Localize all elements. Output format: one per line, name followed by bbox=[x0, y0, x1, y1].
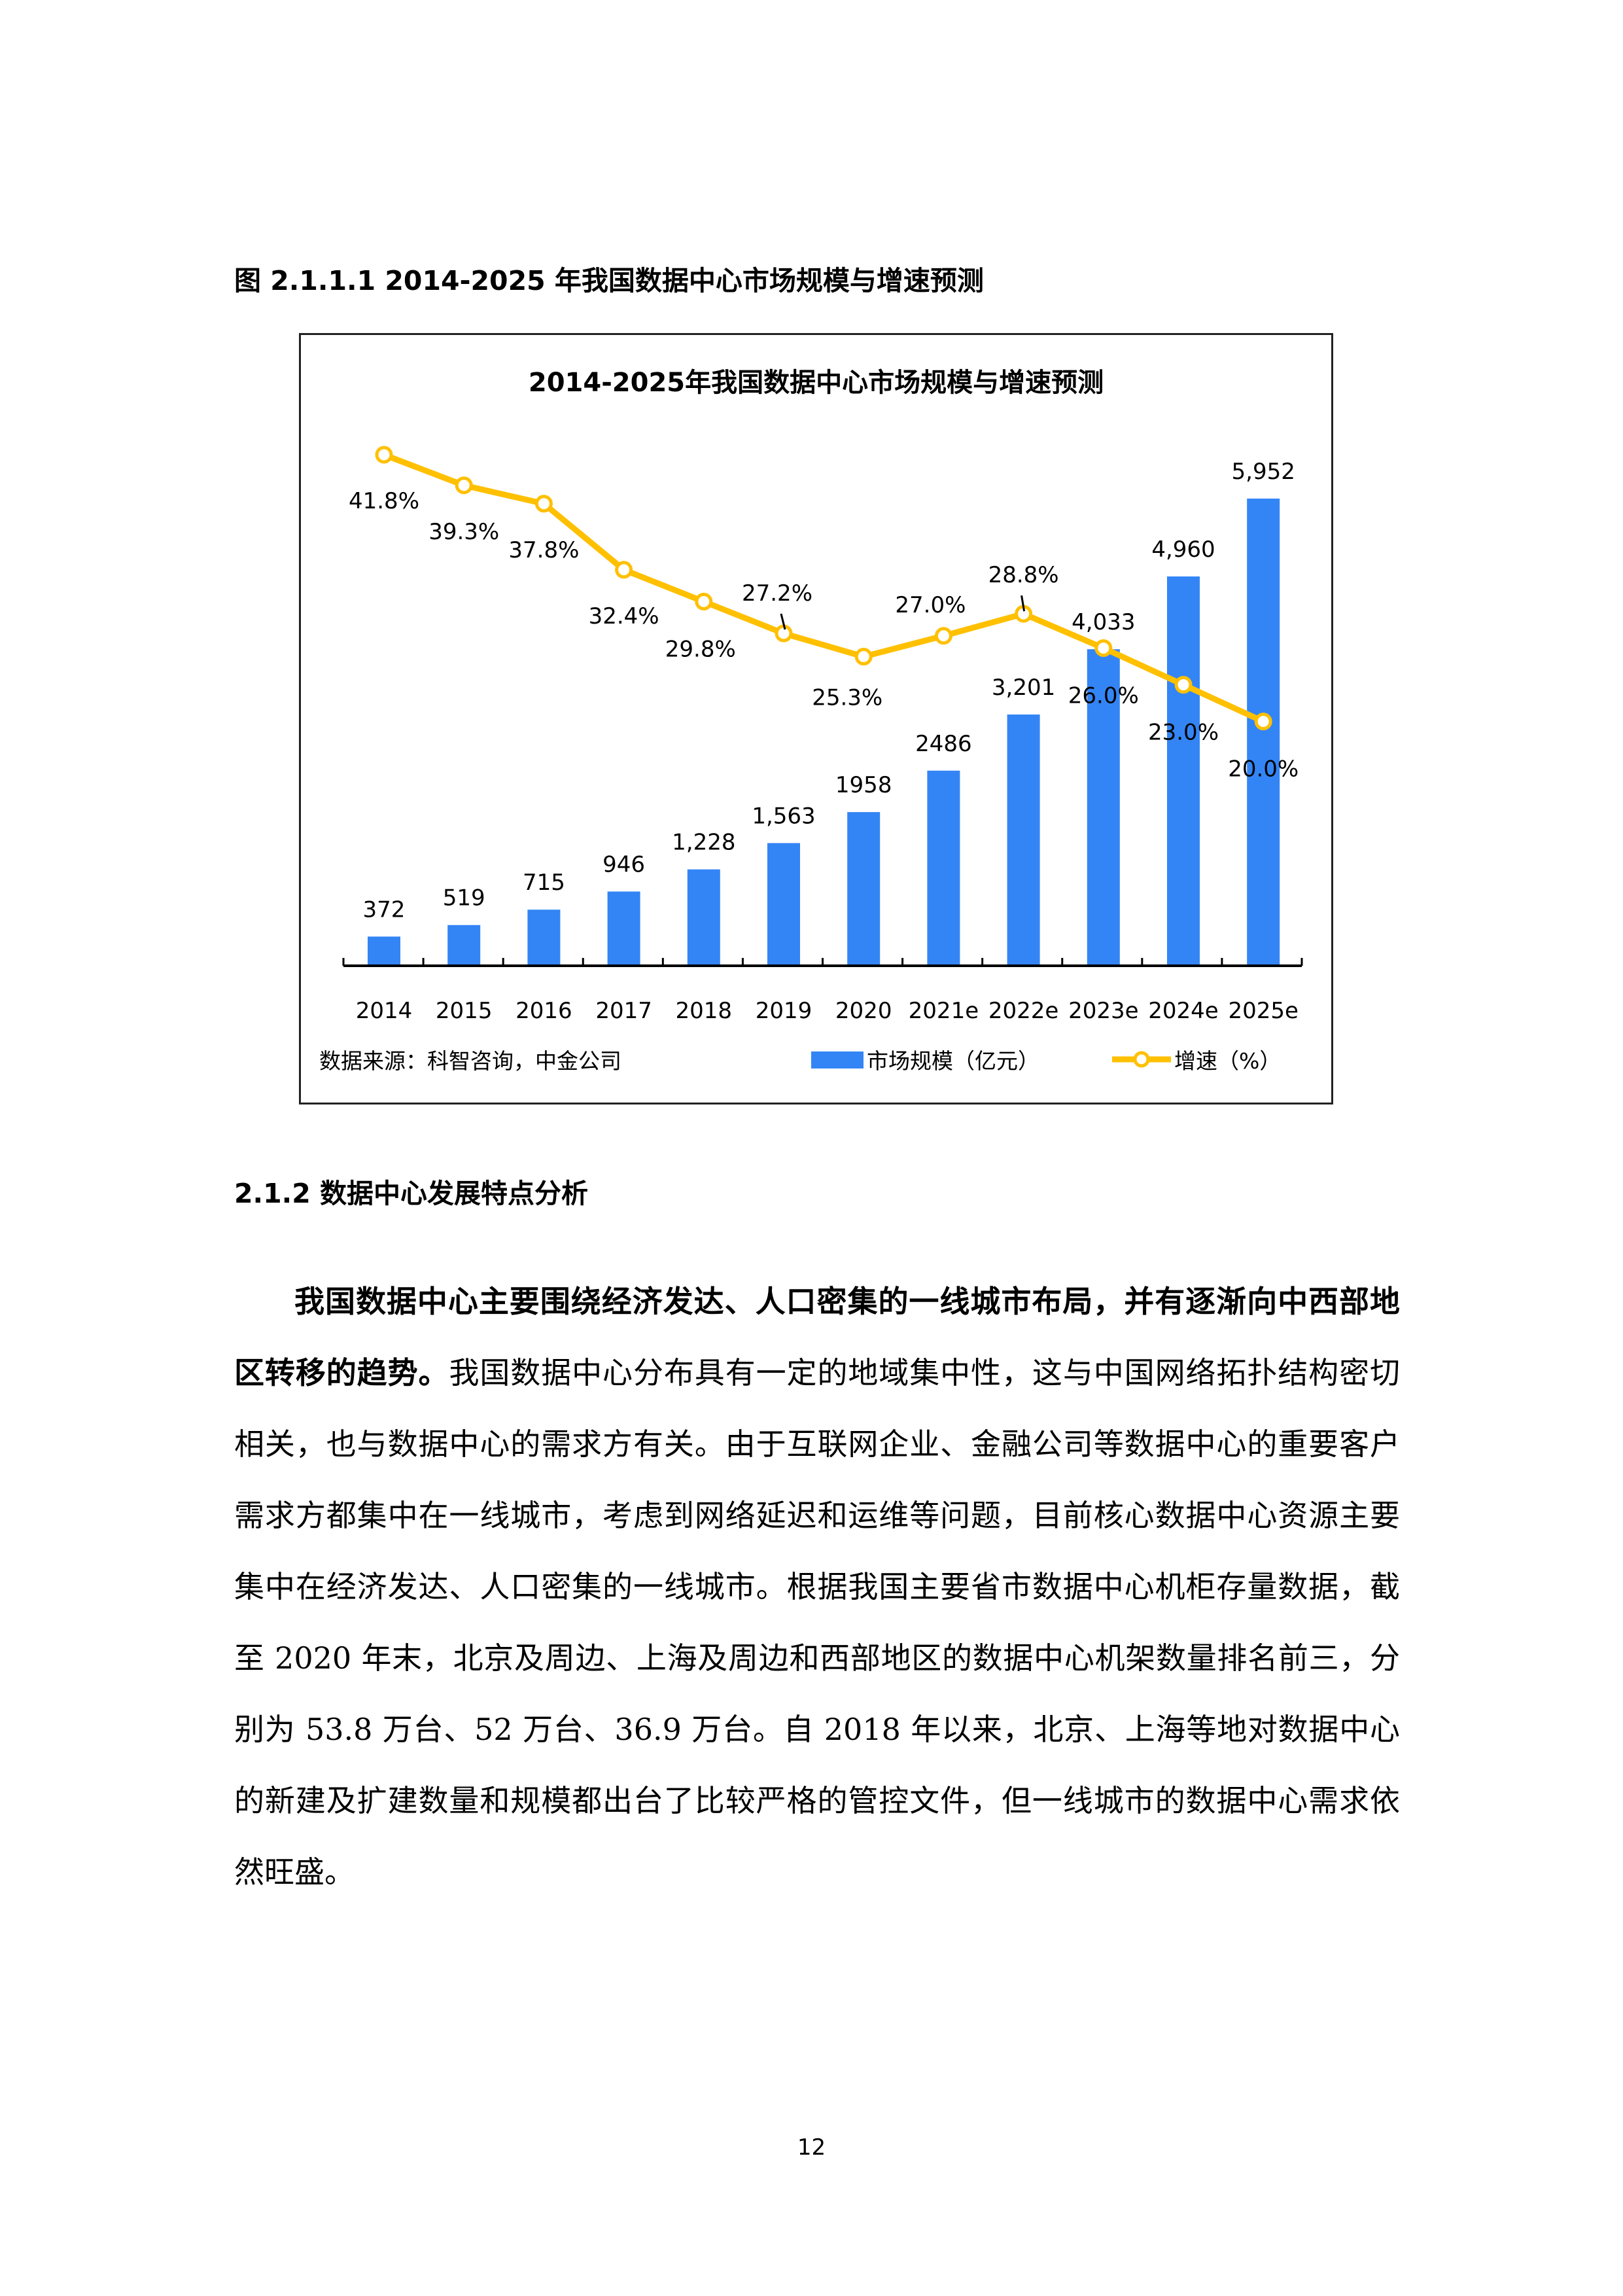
chart-plot: 372 519 715 946 1,228 1,563 1958 2486 3,201 4,033… bbox=[319, 446, 1303, 1074]
source-note: 数据来源：科智咨询，中金公司 bbox=[319, 1048, 621, 1074]
legend-bar-swatch bbox=[811, 1051, 864, 1069]
bar-value-label: 4,033 bbox=[1072, 609, 1135, 635]
growth-marker bbox=[455, 476, 473, 495]
chart-container: 2014-2025年我国数据中心市场规模与增速预测 372 519 715 946 1,… bbox=[299, 333, 1333, 1104]
growth-value-label: 27.2% bbox=[742, 580, 812, 607]
x-axis-label: 2018 bbox=[676, 998, 733, 1024]
x-axis-label: 2014 bbox=[356, 998, 413, 1024]
legend-line-label: 增速（%） bbox=[1174, 1048, 1281, 1074]
body-paragraph-lead: 我国数据中心主要围绕经济发达、人口密集的一线城市布局，并有逐渐向中西部地区转移的… bbox=[234, 1284, 1400, 1390]
x-axis-label: 2019 bbox=[756, 998, 812, 1024]
bar bbox=[368, 936, 400, 966]
x-axis-label: 2020 bbox=[835, 998, 892, 1024]
bar-value-label: 519 bbox=[443, 885, 485, 911]
legend-line-marker bbox=[1133, 1051, 1150, 1068]
bar-value-label: 715 bbox=[523, 870, 565, 896]
bar bbox=[847, 812, 881, 966]
growth-marker bbox=[1094, 639, 1113, 657]
section-heading: 2.1.2 数据中心发展特点分析 bbox=[234, 1178, 589, 1209]
leader-line bbox=[1021, 595, 1026, 612]
bar-value-label: 5,952 bbox=[1232, 459, 1295, 485]
growth-line bbox=[383, 451, 1265, 724]
x-axis-label: 2015 bbox=[436, 998, 493, 1024]
growth-marker bbox=[775, 624, 793, 643]
x-axis-label: 2023e bbox=[1068, 998, 1138, 1024]
growth-marker bbox=[534, 495, 553, 513]
growth-value-label: 28.8% bbox=[988, 562, 1059, 588]
bar bbox=[527, 910, 561, 966]
page-number: 12 bbox=[797, 2134, 826, 2161]
x-axis-label: 2022e bbox=[988, 998, 1058, 1024]
growth-value-label: 39.3% bbox=[428, 519, 499, 545]
bar-value-label: 372 bbox=[363, 896, 406, 923]
growth-marker bbox=[615, 561, 633, 579]
growth-marker bbox=[375, 446, 393, 464]
bar bbox=[447, 925, 481, 966]
bar bbox=[1087, 649, 1120, 966]
bar-value-label: 4,960 bbox=[1151, 537, 1215, 563]
bar bbox=[687, 869, 720, 966]
bar-value-label: 1958 bbox=[835, 772, 892, 798]
figure-caption: 图 2.1.1.1 2014-2025 年我国数据中心市场规模与增速预测 bbox=[234, 265, 984, 296]
body-paragraph-rest: 我国数据中心分布具有一定的地域集中性，这与中国网络拓扑结构密切相关，也与数据中心… bbox=[234, 1355, 1401, 1890]
bar bbox=[607, 891, 640, 966]
leader-line bbox=[780, 613, 786, 630]
x-axis-label: 2017 bbox=[595, 998, 652, 1024]
legend-bar-label: 市场规模（亿元） bbox=[867, 1048, 1039, 1074]
x-axis-label: 2016 bbox=[515, 998, 572, 1024]
bar-value-label: 3,201 bbox=[992, 675, 1055, 701]
bar-value-label: 2486 bbox=[915, 731, 972, 757]
growth-value-label: 27.0% bbox=[895, 592, 966, 618]
bar bbox=[767, 843, 800, 966]
growth-value-label: 32.4% bbox=[589, 603, 659, 629]
growth-value-label: 29.8% bbox=[665, 636, 736, 662]
growth-value-label: 20.0% bbox=[1228, 756, 1299, 783]
growth-value-label: 25.3% bbox=[812, 685, 882, 711]
growth-marker bbox=[934, 627, 952, 645]
x-axis-label: 2021e bbox=[909, 998, 979, 1024]
x-axis-label: 2024e bbox=[1148, 998, 1218, 1024]
growth-value-label: 26.0% bbox=[1068, 682, 1139, 709]
growth-marker bbox=[1174, 676, 1193, 694]
bar bbox=[1167, 576, 1200, 966]
growth-marker bbox=[854, 648, 873, 666]
growth-value-label: 37.8% bbox=[508, 537, 579, 563]
body-paragraph: 我国数据中心主要围绕经济发达、人口密集的一线城市布局，并有逐渐向中西部地区转移的… bbox=[234, 1266, 1400, 1908]
bar-value-label: 946 bbox=[602, 852, 645, 878]
chart-title: 2014-2025年我国数据中心市场规模与增速预测 bbox=[528, 368, 1104, 398]
x-axis-label: 2025e bbox=[1228, 998, 1298, 1024]
growth-marker bbox=[1254, 713, 1272, 731]
bar-value-label: 1,563 bbox=[752, 804, 815, 830]
bar-value-label: 1,228 bbox=[672, 830, 735, 856]
bar bbox=[927, 770, 960, 966]
bar bbox=[1247, 499, 1280, 966]
growth-value-label: 23.0% bbox=[1148, 720, 1219, 746]
bar bbox=[1007, 715, 1040, 966]
growth-marker bbox=[695, 592, 713, 610]
growth-value-label: 41.8% bbox=[349, 488, 419, 514]
